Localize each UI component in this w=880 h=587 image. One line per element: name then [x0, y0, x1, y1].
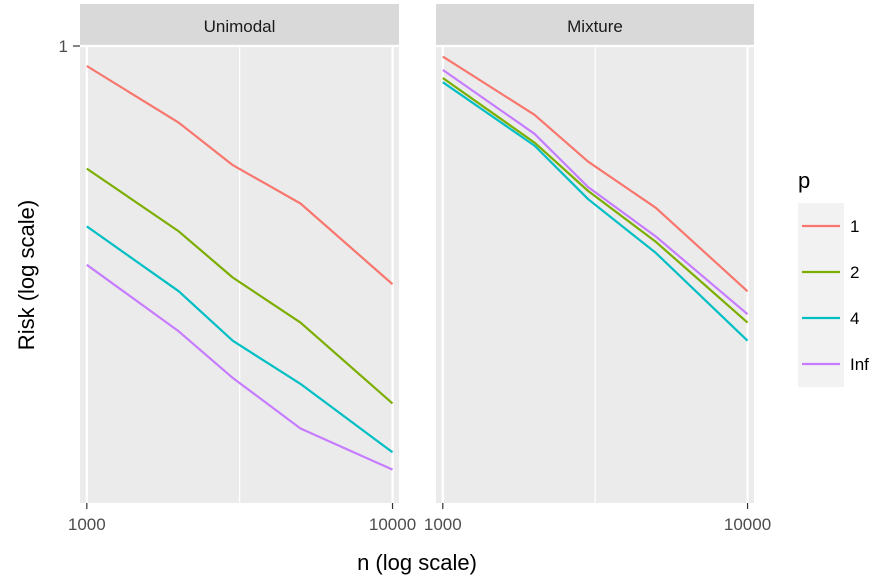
y-tick-label: 1: [59, 37, 68, 56]
x-axis-title: n (log scale): [357, 550, 477, 575]
legend-label-2: 2: [850, 263, 859, 282]
y-axis: 1 Risk (log scale): [14, 37, 80, 350]
legend-title: p: [798, 168, 810, 193]
x-tick-label: 1000: [68, 515, 106, 534]
series-line-p-2: [86, 167, 394, 405]
panel-mixture: Mixture: [436, 4, 754, 503]
series-line-p-4: [86, 225, 394, 454]
facet-label-unimodal: Unimodal: [204, 17, 276, 36]
series-lines-unimodal: [86, 65, 394, 471]
series-line-p-2: [442, 77, 749, 324]
series-lines-mixture: [442, 55, 749, 342]
x-tick-label: 10000: [369, 515, 416, 534]
legend-label-1: 1: [850, 217, 859, 236]
series-line-p-1: [442, 55, 749, 293]
x-axis: 1000 10000 1000 10000: [68, 503, 771, 534]
panel-unimodal: Unimodal: [80, 4, 399, 503]
gridlines-mixture: [436, 44, 754, 503]
panel-strip-unimodal: [80, 4, 399, 46]
y-axis-title: Risk (log scale): [14, 200, 39, 350]
legend: p 1 2 4 Inf: [798, 168, 869, 387]
x-tick-label: 10000: [724, 515, 771, 534]
legend-label-4: 4: [850, 309, 859, 328]
series-line-p-Inf: [86, 263, 393, 471]
x-tick-label: 1000: [424, 515, 462, 534]
series-line-p-1: [86, 65, 394, 286]
facet-label-mixture: Mixture: [567, 17, 623, 36]
legend-label-Inf: Inf: [850, 355, 869, 374]
panel-strip-mixture: [436, 4, 754, 46]
series-line-p-4: [442, 81, 749, 342]
gridlines-unimodal: [80, 44, 399, 503]
series-line-p-Inf: [442, 68, 749, 316]
